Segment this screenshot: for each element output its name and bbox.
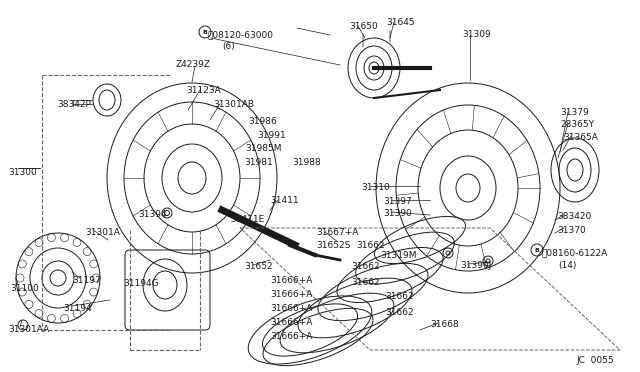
Text: 31300: 31300 — [8, 168, 36, 177]
Text: 31988: 31988 — [292, 158, 321, 167]
Text: 31365A: 31365A — [563, 133, 598, 142]
Text: 31301AA: 31301AA — [8, 325, 49, 334]
Text: JC  0055: JC 0055 — [576, 356, 614, 365]
Text: 31981: 31981 — [244, 158, 273, 167]
Text: 31662: 31662 — [351, 262, 380, 271]
Text: 31652: 31652 — [244, 262, 273, 271]
Text: 31666+A: 31666+A — [270, 304, 312, 313]
Text: 31411: 31411 — [270, 196, 299, 205]
Text: B: B — [203, 29, 207, 35]
Text: 31645: 31645 — [386, 18, 415, 27]
Text: Ⓑ08120-63000: Ⓑ08120-63000 — [207, 30, 273, 39]
Text: 31666+A: 31666+A — [270, 290, 312, 299]
Text: 31411E: 31411E — [230, 215, 264, 224]
Text: 31194G: 31194G — [123, 279, 159, 288]
Text: Ⓑ08160-6122A: Ⓑ08160-6122A — [541, 248, 607, 257]
Text: 31991: 31991 — [257, 131, 285, 140]
Text: 31397: 31397 — [383, 197, 412, 206]
Text: B: B — [534, 247, 540, 253]
Text: 31662: 31662 — [356, 241, 385, 250]
Text: 31319M: 31319M — [380, 251, 417, 260]
Text: 31662: 31662 — [351, 278, 380, 287]
Text: 31310: 31310 — [361, 183, 390, 192]
Text: 31370: 31370 — [557, 226, 586, 235]
Text: 31390J: 31390J — [460, 261, 492, 270]
Text: 31379: 31379 — [560, 108, 589, 117]
Text: 31666+A: 31666+A — [270, 276, 312, 285]
Text: 383420: 383420 — [557, 212, 591, 221]
Text: 31301A: 31301A — [85, 228, 120, 237]
Text: (14): (14) — [558, 261, 577, 270]
Text: 31309: 31309 — [462, 30, 491, 39]
Text: 31666+A: 31666+A — [270, 332, 312, 341]
Text: 28365Y: 28365Y — [560, 120, 594, 129]
Text: 31662: 31662 — [385, 292, 413, 301]
Text: 38342P: 38342P — [57, 100, 91, 109]
Text: 31301AB: 31301AB — [213, 100, 254, 109]
Text: 31100: 31100 — [10, 284, 39, 293]
Text: 31123A: 31123A — [186, 86, 221, 95]
Text: 31986: 31986 — [248, 117, 276, 126]
Text: 31668: 31668 — [430, 320, 459, 329]
Text: 31667+A: 31667+A — [316, 228, 358, 237]
Text: 31985M: 31985M — [245, 144, 282, 153]
Text: (6): (6) — [222, 42, 235, 51]
Text: 31652S: 31652S — [316, 241, 350, 250]
Text: 31194: 31194 — [63, 304, 92, 313]
Text: 31390: 31390 — [383, 209, 412, 218]
Text: 31394: 31394 — [138, 210, 166, 219]
Text: 31650: 31650 — [349, 22, 378, 31]
Text: Z4239Z: Z4239Z — [176, 60, 211, 69]
Text: 31197: 31197 — [72, 276, 100, 285]
Text: 31662: 31662 — [385, 308, 413, 317]
Text: 31666+A: 31666+A — [270, 318, 312, 327]
